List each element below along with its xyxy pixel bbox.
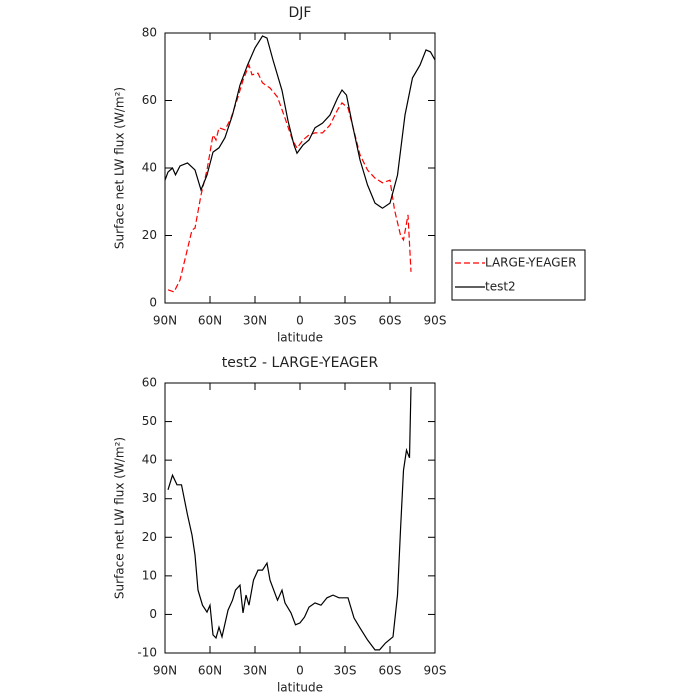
x-tick-label: 30N xyxy=(243,314,267,328)
data-line xyxy=(167,386,412,651)
x-tick-label: 90S xyxy=(424,314,447,328)
plot-frame xyxy=(164,382,436,654)
data-line xyxy=(164,35,436,209)
x-tick-label: 60S xyxy=(379,664,402,678)
y-tick-label: 0 xyxy=(149,296,157,310)
y-tick-label: 60 xyxy=(142,93,157,107)
data-line xyxy=(167,63,412,293)
x-tick-label: 0 xyxy=(296,664,304,678)
y-tick-label: 60 xyxy=(142,376,157,390)
x-tick-label: 30S xyxy=(334,664,357,678)
y-tick-label: 40 xyxy=(142,453,157,467)
y-tick-label: 40 xyxy=(142,161,157,175)
chart-title: DJF xyxy=(289,5,312,21)
y-tick-label: 80 xyxy=(142,26,157,40)
legend-label: LARGE-YEAGER xyxy=(485,256,576,270)
x-tick-label: 0 xyxy=(296,314,304,328)
y-tick-label: 20 xyxy=(142,228,157,242)
y-tick-label: 20 xyxy=(142,530,157,544)
x-tick-label: 90N xyxy=(153,664,177,678)
y-axis-label: Surface net LW flux (W/m²) xyxy=(113,437,127,599)
y-tick-label: 0 xyxy=(149,607,157,621)
x-tick-label: 90S xyxy=(424,664,447,678)
chart-title: test2 - LARGE-YEAGER xyxy=(222,355,379,371)
x-axis-label: latitude xyxy=(277,681,323,695)
x-tick-label: 60N xyxy=(198,664,222,678)
x-tick-label: 90N xyxy=(153,314,177,328)
y-tick-label: 10 xyxy=(142,568,157,582)
y-tick-label: 50 xyxy=(142,414,157,428)
x-tick-label: 30S xyxy=(334,314,357,328)
y-tick-label: -10 xyxy=(137,646,157,660)
x-axis-label: latitude xyxy=(277,331,323,345)
plot-frame xyxy=(164,32,436,304)
x-tick-label: 60N xyxy=(198,314,222,328)
x-tick-label: 30N xyxy=(243,664,267,678)
x-tick-label: 60S xyxy=(379,314,402,328)
y-axis-label: Surface net LW flux (W/m²) xyxy=(113,87,127,249)
y-tick-label: 30 xyxy=(142,491,157,505)
legend-frame xyxy=(451,249,586,301)
legend-label: test2 xyxy=(485,280,516,294)
